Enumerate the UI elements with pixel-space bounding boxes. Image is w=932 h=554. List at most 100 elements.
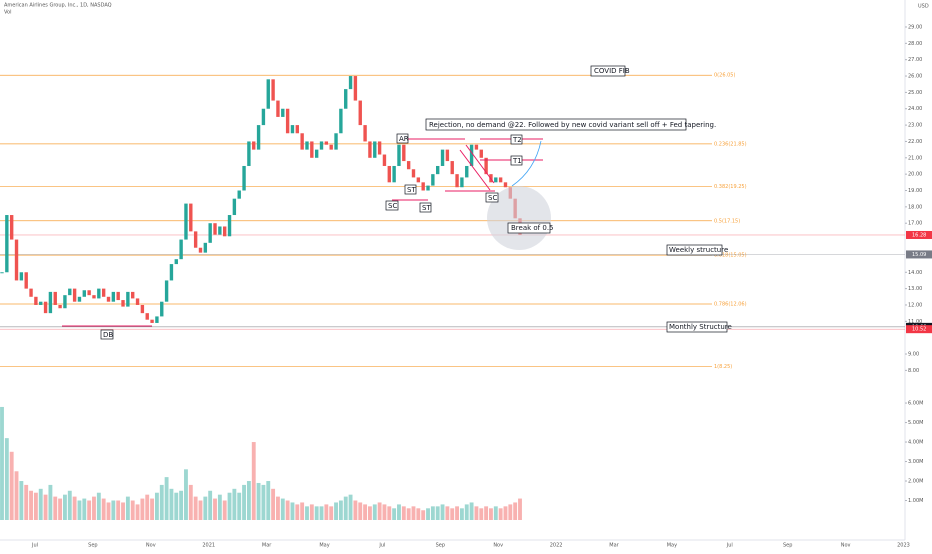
label-box [404, 184, 417, 195]
y2-tick-label: 4.00M [908, 440, 923, 446]
price-tag-label: 10.52 [912, 327, 926, 333]
volume-bar [290, 502, 295, 520]
candle [106, 296, 111, 302]
volume-bar [242, 484, 246, 520]
volume-bar [222, 500, 227, 520]
volume-bar [208, 490, 213, 520]
x-tick-label: May [319, 543, 329, 549]
price-tag [906, 230, 932, 239]
volume-bar [140, 498, 145, 520]
candle [503, 182, 508, 188]
candle [498, 177, 503, 183]
volume-bar [338, 500, 343, 520]
volume-bar [9, 451, 14, 520]
annotation: COVID FIB [594, 67, 630, 75]
candle [460, 177, 464, 188]
volume-bar [246, 481, 251, 520]
y-tick-label: 26.00 [908, 74, 922, 80]
volume-bar [179, 490, 184, 520]
volume-bar [251, 442, 256, 520]
volume-bar [48, 484, 53, 520]
candle [455, 174, 459, 188]
candle [479, 149, 483, 158]
candle [276, 100, 280, 117]
candle [271, 79, 275, 101]
volume-bar [188, 484, 193, 520]
fib-label: 0.618(15.05) [714, 253, 747, 259]
candle [242, 165, 246, 191]
candle [92, 295, 96, 299]
volume-bar [498, 508, 503, 520]
wyckoff-label: DB [103, 331, 113, 339]
candle [440, 149, 445, 166]
annotation: Break of 0.5 [511, 224, 554, 232]
volume-bar [334, 502, 338, 520]
fib-label: 0.236(21.85) [714, 141, 747, 147]
candle [334, 133, 338, 150]
volume-bar [271, 488, 276, 520]
volume-bar [329, 506, 334, 520]
candle [232, 198, 237, 216]
candle [5, 215, 9, 273]
candle [436, 165, 440, 175]
candle [465, 165, 469, 178]
candle [189, 203, 193, 232]
annotation-box [507, 222, 551, 234]
y-tick-label: 11.00 [908, 319, 922, 325]
volume-bar [19, 481, 24, 520]
candle [353, 76, 358, 101]
label-box [396, 133, 409, 144]
volume-bar [319, 506, 324, 520]
candle [126, 291, 130, 307]
highlight-circle [487, 186, 551, 250]
annotation: Monthly Structure [669, 323, 732, 331]
y-tick-label: 25.00 [908, 90, 922, 96]
x-tick-label: Nov [493, 543, 503, 549]
volume-bar [479, 508, 484, 520]
y-tick-label: 12.00 [908, 302, 922, 308]
candle [101, 288, 106, 297]
candle [150, 319, 154, 323]
volume-bar [38, 488, 43, 520]
volume-bar [484, 506, 489, 520]
volume-bar [464, 504, 469, 520]
candle [445, 149, 450, 162]
volume-bar [401, 506, 406, 520]
annotation-box [590, 65, 626, 77]
volume-bar [106, 502, 111, 520]
projection-arc [511, 140, 542, 187]
y-tick-label: 18.00 [908, 204, 922, 210]
candle [382, 154, 387, 166]
wyckoff-label: T2 [512, 136, 522, 144]
fib-label: 0.5(17.15) [714, 218, 740, 224]
volume-bar [111, 500, 116, 520]
candle [305, 141, 309, 150]
candle [339, 108, 343, 134]
volume-bar [164, 477, 169, 520]
y-tick-label: 23.00 [908, 123, 922, 129]
volume-bar [280, 498, 285, 520]
annotation: Rejection, no demand @22. Followed by ne… [429, 121, 716, 129]
annotation: Weekly structure [669, 246, 728, 254]
volume-bar [145, 494, 150, 520]
candle [406, 161, 411, 170]
candle [387, 165, 391, 183]
candle [116, 291, 120, 301]
volume-bar [237, 492, 242, 520]
candle [484, 157, 488, 175]
x-tick-label: Jul [378, 543, 385, 549]
volume-bar [135, 504, 140, 520]
volume-bar [430, 506, 435, 520]
candle [24, 272, 28, 289]
volume-bar [33, 492, 38, 520]
volume-bar [116, 500, 121, 520]
volume-bar [198, 500, 203, 520]
candle [164, 280, 169, 302]
annotation-box [425, 118, 687, 131]
candle [179, 239, 183, 260]
candle [402, 144, 406, 162]
volume-label: Vol [4, 10, 11, 16]
y-tick-label: 20.00 [908, 172, 922, 178]
y-tick-label: 28.00 [908, 41, 922, 47]
label-box [419, 202, 432, 213]
